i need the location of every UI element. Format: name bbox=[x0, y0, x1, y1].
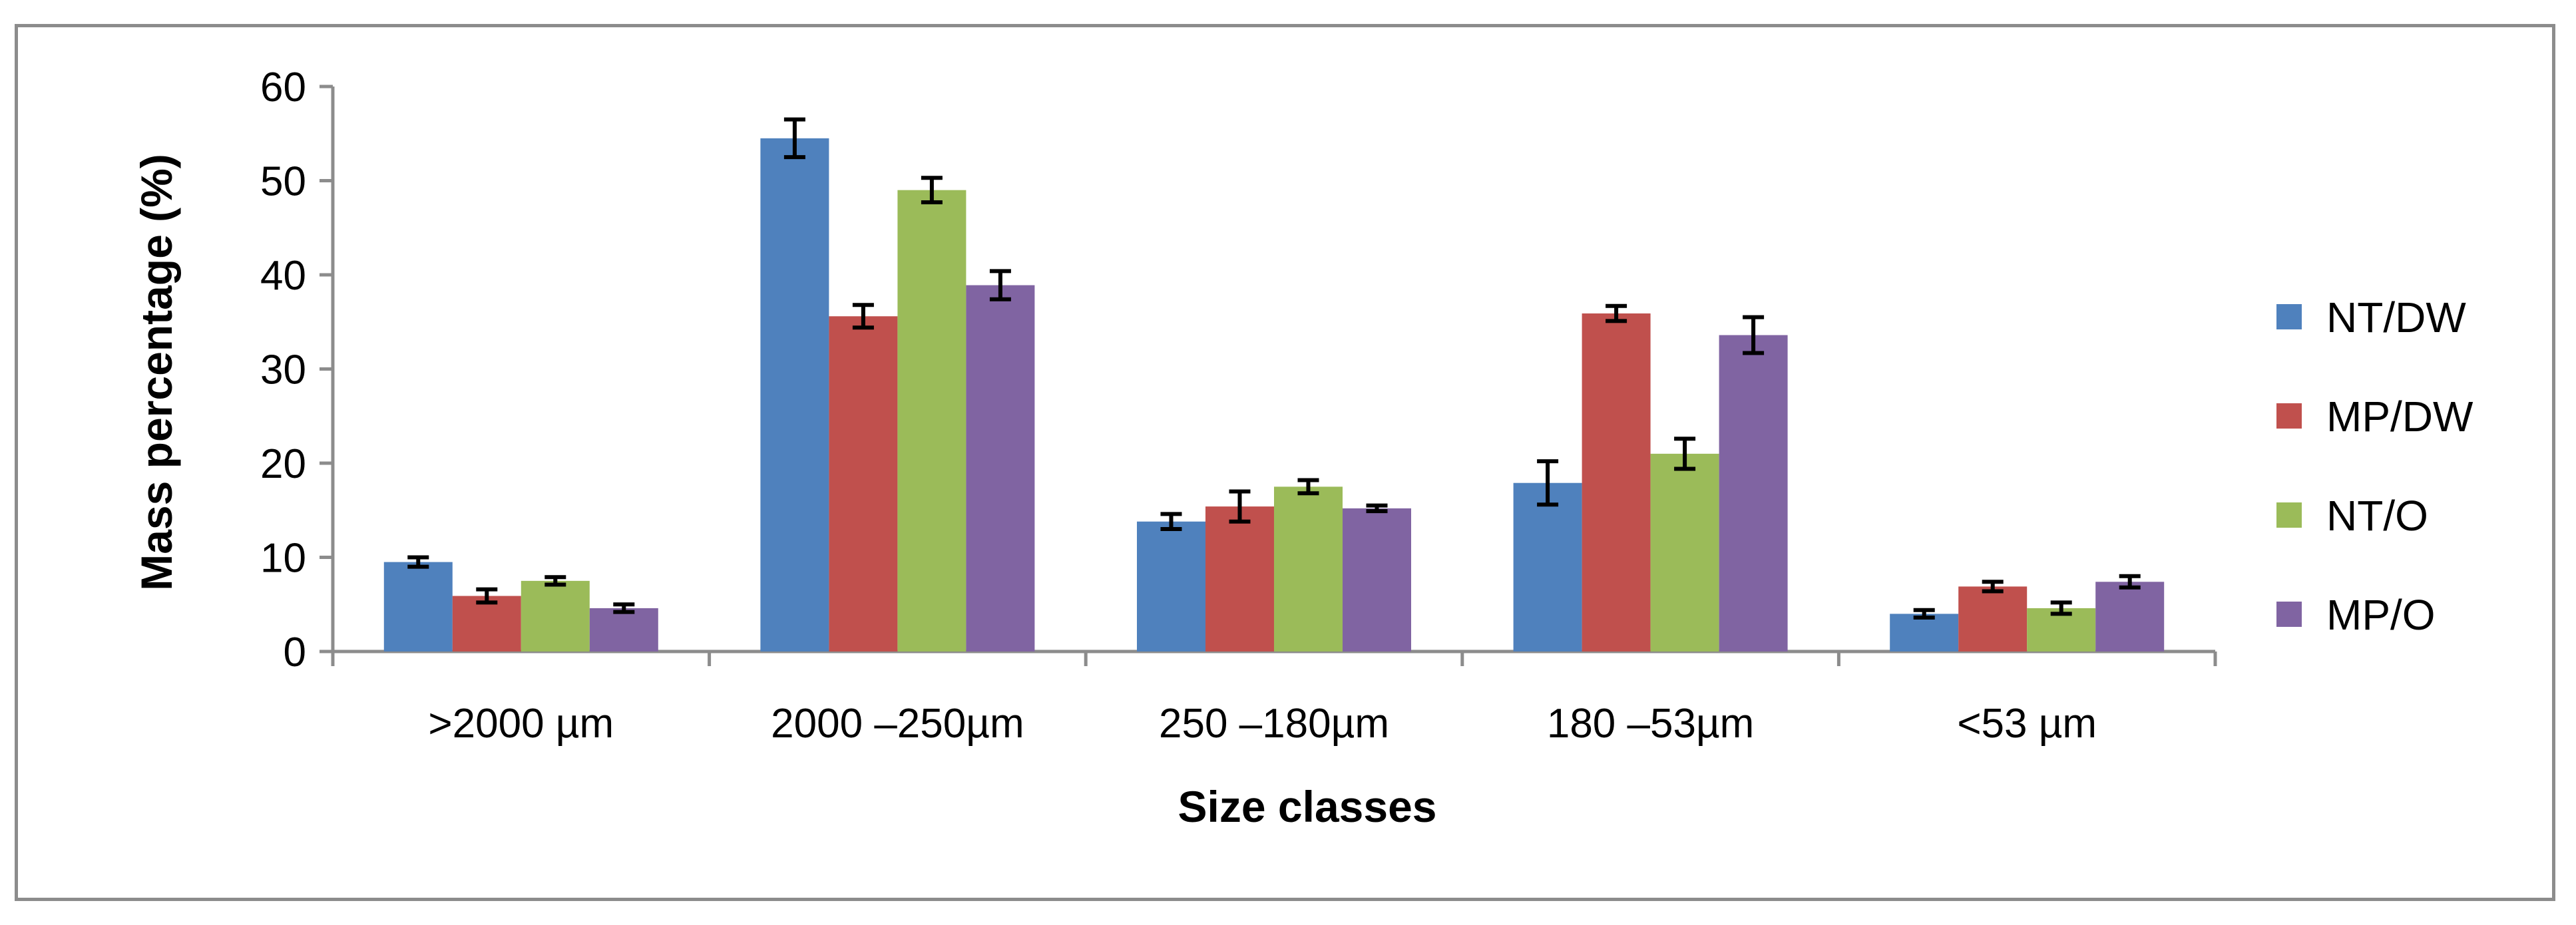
y-tick-label: 40 bbox=[260, 253, 306, 299]
y-axis-ticks: 0 10 20 30 40 50 60 bbox=[260, 65, 333, 675]
bar-nt-o bbox=[1650, 453, 1719, 651]
error-bar bbox=[613, 602, 635, 614]
bar-mp-o bbox=[966, 285, 1035, 651]
y-tick-label: 30 bbox=[260, 347, 306, 393]
bar-nt-o bbox=[1274, 486, 1343, 651]
error-bar bbox=[476, 587, 498, 605]
x-axis-ticks: >2000 µm 2000 –250µm 250 –180µm 180 –53µm <5… bbox=[331, 651, 2217, 747]
bar-mp-o bbox=[1719, 335, 1788, 651]
error-bar bbox=[407, 555, 429, 569]
y-tick-label: 60 bbox=[260, 65, 306, 110]
x-category-label: 180 –53µm bbox=[1547, 701, 1754, 747]
x-category-label: 250 –180µm bbox=[1159, 701, 1389, 747]
x-category-label: 2000 –250µm bbox=[771, 701, 1024, 747]
error-bar bbox=[1366, 503, 1388, 514]
legend-label: NT/DW bbox=[2326, 293, 2466, 341]
y-axis-title: Mass percentage (%) bbox=[132, 154, 181, 591]
bar-nt-dw bbox=[760, 138, 829, 651]
bar-mp-o bbox=[589, 608, 658, 651]
y-tick-label: 20 bbox=[260, 441, 306, 487]
y-tick-label: 0 bbox=[284, 630, 306, 675]
x-axis-title: Size classes bbox=[1178, 782, 1437, 831]
legend-swatch-mp-dw bbox=[2276, 403, 2302, 429]
bar-mp-dw bbox=[1958, 586, 2028, 651]
bar-nt-dw bbox=[1137, 521, 1205, 651]
bar-nt-dw bbox=[383, 562, 453, 651]
legend-label: MP/O bbox=[2326, 591, 2436, 639]
bar-nt-dw bbox=[1890, 614, 1959, 651]
error-bar bbox=[1537, 459, 1559, 507]
bar-mp-dw bbox=[452, 596, 521, 651]
bar-nt-dw bbox=[1513, 482, 1582, 651]
error-bar bbox=[2050, 600, 2072, 616]
legend-swatch-nt-o bbox=[2276, 502, 2302, 528]
y-tick-label: 50 bbox=[260, 159, 306, 205]
x-category-label: >2000 µm bbox=[428, 701, 614, 747]
legend-swatch-mp-o bbox=[2276, 602, 2302, 627]
error-bar bbox=[544, 575, 566, 587]
bar-nt-o bbox=[897, 190, 966, 651]
error-bar bbox=[2119, 574, 2141, 590]
legend: NT/DW MP/DW NT/O MP/O bbox=[2276, 293, 2473, 639]
error-bar bbox=[921, 176, 943, 205]
bar-mp-o bbox=[1343, 508, 1411, 651]
error-bar bbox=[1982, 580, 2004, 594]
x-category-label: <53 µm bbox=[1957, 701, 2097, 747]
y-tick-label: 10 bbox=[260, 536, 306, 582]
bar-mp-o bbox=[2095, 582, 2165, 651]
error-bar bbox=[1913, 608, 1935, 620]
error-bar bbox=[852, 303, 874, 330]
bar-mp-dw bbox=[1582, 313, 1651, 651]
bar-mp-dw bbox=[1205, 506, 1274, 651]
chart-frame bbox=[15, 24, 2555, 901]
error-bar bbox=[1160, 512, 1182, 532]
legend-label: NT/O bbox=[2326, 492, 2428, 540]
error-bar bbox=[783, 117, 805, 160]
legend-swatch-nt-dw bbox=[2276, 304, 2302, 329]
bar-mp-dw bbox=[829, 316, 898, 651]
error-bar bbox=[1743, 315, 1765, 355]
bar-nt-o bbox=[521, 580, 590, 651]
legend-label: MP/DW bbox=[2326, 393, 2473, 441]
error-bar bbox=[989, 269, 1011, 301]
error-bar bbox=[1606, 303, 1627, 323]
error-bar bbox=[1229, 489, 1251, 524]
error-bar bbox=[1297, 478, 1319, 496]
error-bar bbox=[1674, 437, 1696, 471]
error-bars bbox=[407, 117, 2141, 620]
bars bbox=[383, 138, 2165, 651]
